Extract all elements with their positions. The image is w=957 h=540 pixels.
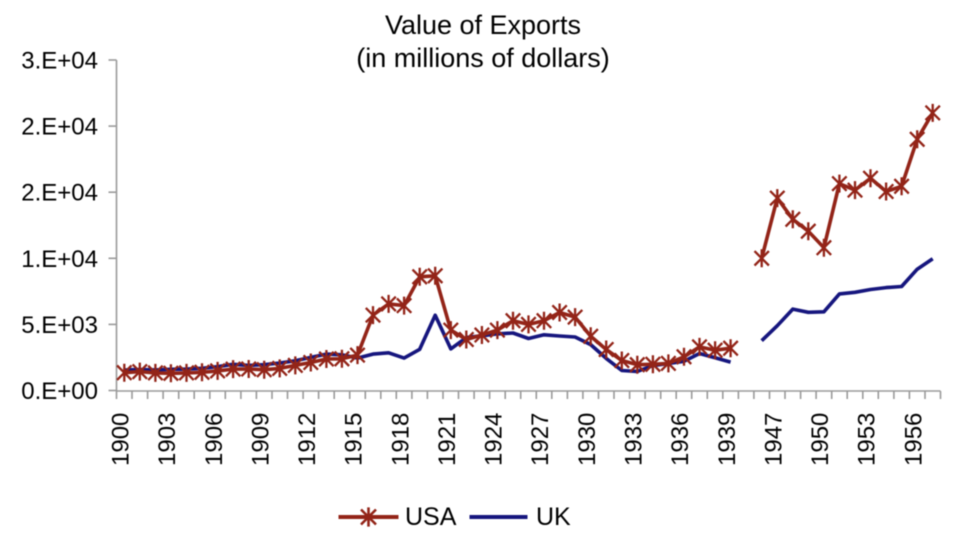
svg-text:1947: 1947 <box>761 413 788 466</box>
svg-text:USA: USA <box>405 503 457 531</box>
svg-text:5.E+03: 5.E+03 <box>21 312 98 339</box>
svg-text:Value of Exports: Value of Exports <box>385 10 581 40</box>
svg-text:(in millions of dollars): (in millions of dollars) <box>356 43 610 73</box>
svg-text:1909: 1909 <box>247 413 274 466</box>
svg-text:1921: 1921 <box>434 413 461 466</box>
svg-text:1956: 1956 <box>900 413 927 466</box>
svg-text:3.E+04: 3.E+04 <box>21 48 98 75</box>
svg-text:1903: 1903 <box>154 413 181 466</box>
svg-text:0.E+00: 0.E+00 <box>21 378 98 405</box>
svg-text:UK: UK <box>536 503 571 531</box>
svg-text:1912: 1912 <box>294 413 321 466</box>
svg-text:1939: 1939 <box>714 413 741 466</box>
svg-text:1900: 1900 <box>108 413 135 466</box>
svg-text:1933: 1933 <box>621 413 648 466</box>
svg-text:1918: 1918 <box>387 413 414 466</box>
svg-text:1927: 1927 <box>527 413 554 466</box>
svg-text:2.E+04: 2.E+04 <box>21 180 98 207</box>
svg-text:1906: 1906 <box>201 413 228 466</box>
svg-text:2.E+04: 2.E+04 <box>21 114 98 141</box>
svg-text:1950: 1950 <box>807 413 834 466</box>
svg-text:1924: 1924 <box>481 413 508 466</box>
svg-text:1.E+04: 1.E+04 <box>21 246 98 273</box>
svg-text:1936: 1936 <box>667 413 694 466</box>
svg-text:1930: 1930 <box>574 413 601 466</box>
svg-text:1953: 1953 <box>854 413 881 466</box>
svg-text:1915: 1915 <box>341 413 368 466</box>
